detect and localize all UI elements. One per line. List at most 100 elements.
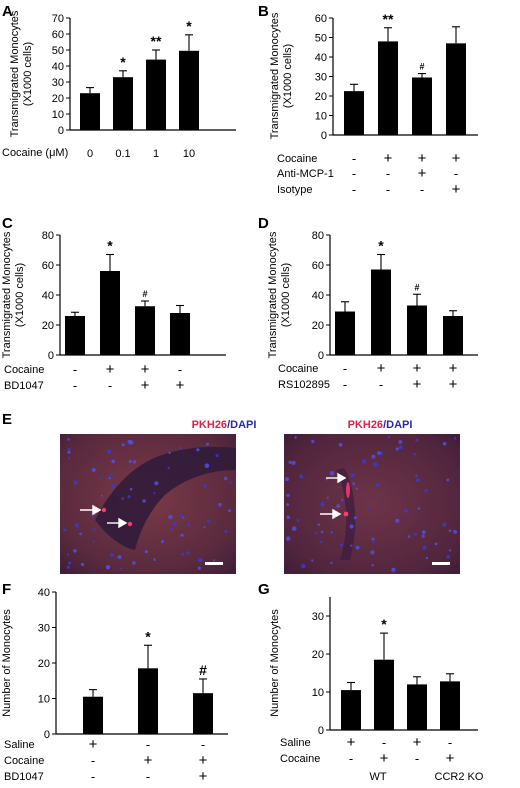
- y-tick-label: 20: [315, 91, 327, 103]
- condition-symbol: -: [73, 362, 77, 377]
- y-tick-label: 20: [312, 320, 324, 332]
- significance-marker: **: [383, 11, 394, 27]
- condition-symbol: -: [386, 166, 390, 181]
- dapi-nucleus: [446, 478, 450, 482]
- dapi-nucleus: [224, 476, 228, 481]
- condition-symbol: +: [452, 181, 461, 198]
- dapi-nucleus: [218, 502, 222, 507]
- dapi-nucleus: [172, 522, 177, 526]
- y-tick-label: 40: [312, 290, 324, 302]
- bar: [170, 313, 190, 355]
- dapi-nucleus: [187, 523, 191, 527]
- y-tick-label: 10: [52, 109, 64, 121]
- panel-e: E PKH26/DAPI PKH26/DAPI: [2, 411, 460, 574]
- y-tick-label: 10: [315, 111, 327, 123]
- dapi-nucleus: [168, 451, 171, 455]
- dapi-nucleus: [414, 532, 418, 536]
- y-tick-label: 0: [58, 125, 64, 137]
- dapi-nucleus: [422, 545, 427, 550]
- dapi-nucleus: [121, 443, 125, 447]
- condition-symbol: +: [452, 150, 461, 167]
- chart-g: G Number of Monocytes 0 10 20 30 * Saline Cocain…: [258, 581, 484, 783]
- pkh26-label: PKH26: [192, 419, 227, 431]
- bar: [378, 41, 398, 135]
- bar: [443, 316, 463, 355]
- bar: [374, 659, 394, 730]
- significance-marker: #: [142, 289, 147, 299]
- dapi-nucleus: [294, 436, 297, 439]
- dapi-nucleus: [182, 516, 185, 519]
- y-axis-label-units: (X1000 cells): [282, 44, 294, 108]
- dapi-nucleus: [108, 477, 111, 480]
- bar: [146, 59, 166, 130]
- x-tick-label: 0: [87, 148, 93, 160]
- dapi-nucleus: [111, 459, 116, 464]
- dapi-label: DAPI: [230, 419, 256, 431]
- bar: [407, 684, 427, 730]
- arrow-right-1: [326, 472, 347, 484]
- dapi-nucleus: [373, 462, 378, 467]
- dapi-nucleus: [117, 555, 122, 560]
- condition-symbol: -: [146, 769, 150, 784]
- dapi-nucleus: [453, 529, 457, 534]
- panel-letter: A: [2, 3, 13, 20]
- y-tick-label: 80: [42, 230, 54, 242]
- significance-marker: *: [186, 18, 192, 34]
- pkh26-label-right: PKH26: [348, 419, 383, 431]
- dapi-nuclei-left: [63, 438, 232, 570]
- y-tick-label: 10: [312, 687, 324, 699]
- dapi-nucleus: [349, 524, 354, 529]
- condition-row-label: RS102895: [278, 379, 330, 391]
- dapi-nucleus: [127, 439, 132, 444]
- condition-symbol: +: [418, 150, 427, 167]
- dapi-nucleus: [442, 441, 447, 446]
- dapi-nucleus: [128, 459, 132, 464]
- condition-symbol: -: [343, 361, 347, 376]
- dapi-nucleus: [153, 492, 156, 495]
- dapi-nucleus: [371, 537, 375, 541]
- dapi-nucleus: [329, 471, 335, 476]
- group-label: CCR2 KO: [435, 771, 484, 783]
- dapi-nucleus: [448, 529, 452, 533]
- condition-symbol: -: [146, 737, 150, 752]
- dapi-nucleus: [404, 508, 408, 513]
- x-tick-label: 1: [153, 148, 159, 160]
- y-tick-label: 30: [52, 77, 64, 89]
- dapi-nucleus: [371, 454, 376, 459]
- dapi-nucleus: [67, 438, 70, 441]
- condition-row-label: Cocaine: [277, 153, 317, 165]
- bar: [113, 77, 133, 130]
- dapi-nucleus: [317, 523, 321, 526]
- bar: [138, 668, 158, 734]
- dapi-label-right: DAPI: [386, 419, 412, 431]
- dapi-nucleus: [395, 447, 399, 451]
- dapi-nucleus: [92, 528, 96, 531]
- dapi-nucleus: [68, 457, 71, 460]
- condition-symbol: +: [446, 750, 455, 767]
- dapi-nucleus: [207, 519, 211, 523]
- dapi-nucleus: [229, 481, 232, 484]
- significance-marker: *: [120, 54, 126, 70]
- dapi-nucleus: [80, 562, 85, 567]
- bar: [412, 77, 432, 135]
- dapi-nucleus: [338, 442, 343, 447]
- dapi-nucleus: [91, 468, 96, 472]
- y-axis-label-units: (X1000 cells): [22, 42, 34, 106]
- condition-symbol: -: [73, 378, 77, 393]
- dapi-nucleus: [315, 532, 318, 535]
- dapi-nucleus: [286, 503, 290, 506]
- dapi-nucleus: [203, 484, 207, 488]
- dapi-nucleus: [330, 561, 333, 565]
- y-tick-label: 60: [42, 260, 54, 272]
- dapi-nucleus: [206, 442, 209, 446]
- condition-symbol: -: [108, 378, 112, 393]
- y-tick-label: 50: [52, 45, 64, 57]
- y-tick-label: 20: [38, 658, 50, 670]
- y-axis-label-units: (X1000 cells): [280, 263, 292, 327]
- dapi-nucleus: [286, 536, 291, 541]
- dapi-nucleus: [198, 558, 203, 563]
- dapi-nucleus: [105, 565, 111, 570]
- dapi-nucleus: [73, 549, 77, 553]
